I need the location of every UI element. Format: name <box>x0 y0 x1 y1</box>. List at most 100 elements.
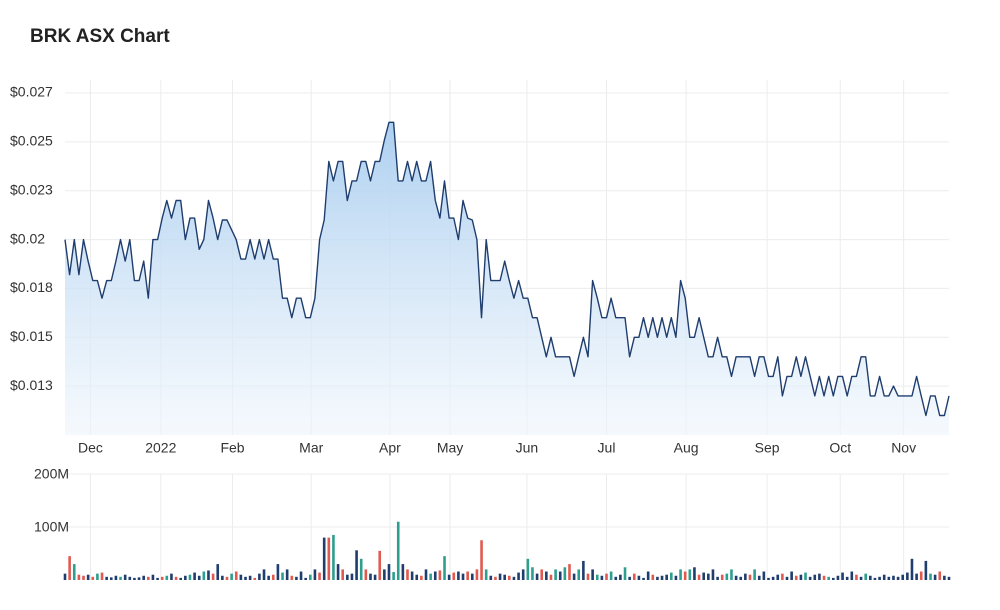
volume-bar <box>841 572 844 580</box>
chart-title: BRK ASX Chart <box>30 26 170 47</box>
volume-bar <box>711 569 715 580</box>
volume-bar <box>545 571 548 580</box>
volume-bar <box>563 567 567 580</box>
volume-bar <box>707 573 710 580</box>
volume-bar <box>757 575 761 580</box>
volume-bar <box>896 576 900 580</box>
volume-bar <box>160 576 164 580</box>
y-tick-label: $0.018 <box>10 279 53 295</box>
volume-bar <box>873 577 877 580</box>
y-tick-label: $0.027 <box>10 84 53 100</box>
volume-bar <box>383 569 386 580</box>
volume-bar <box>767 577 770 580</box>
volume-bar <box>947 576 951 580</box>
volume-bar <box>646 571 650 580</box>
volume-bar <box>642 577 645 580</box>
volume-bar <box>82 575 85 580</box>
volume-bar <box>929 573 932 580</box>
volume-bar <box>785 576 789 580</box>
volume-bar <box>716 576 719 580</box>
volume-bar <box>369 573 372 580</box>
x-tick-label: Dec <box>78 440 103 456</box>
volume-bar <box>466 571 469 580</box>
volume-bar <box>864 573 867 580</box>
x-tick-label: 2022 <box>145 440 176 456</box>
volume-bar <box>943 575 946 580</box>
volume-bar <box>494 576 497 580</box>
volume-bar <box>133 577 136 580</box>
volume-bar <box>410 571 414 580</box>
volume-bar <box>225 576 229 580</box>
volume-bar <box>489 575 493 580</box>
volume-bar <box>753 569 756 580</box>
volume-bar <box>794 575 798 580</box>
volume-bar <box>308 574 312 580</box>
volume-bar <box>475 569 479 580</box>
volume-bar <box>831 577 835 580</box>
volume-bar <box>869 575 872 580</box>
volume-bar <box>614 576 618 580</box>
volume-bar <box>318 572 321 580</box>
volume-bar <box>484 569 488 580</box>
volume-bar <box>452 572 456 580</box>
volume-bar <box>420 575 423 580</box>
volume-bar <box>336 564 340 580</box>
volume-bar <box>443 556 446 580</box>
volume-bar <box>804 572 807 580</box>
volume-bar <box>720 574 724 580</box>
volume-bar <box>845 576 849 580</box>
volume-bar <box>535 573 539 580</box>
volume-bar <box>521 569 525 580</box>
volume-bar <box>137 577 141 580</box>
volume-bar <box>623 567 627 580</box>
volume-bar <box>86 574 90 580</box>
volume-bar <box>341 569 344 580</box>
volume-bar <box>433 571 437 580</box>
volume-bar <box>415 574 419 580</box>
volume-bar <box>924 560 928 580</box>
volume-bar <box>239 574 243 580</box>
volume-bar <box>114 575 118 580</box>
volume-bar <box>822 575 826 580</box>
volume-bar <box>285 569 289 580</box>
y-tick-label: $0.02 <box>10 230 45 246</box>
volume-bar <box>554 569 557 580</box>
x-tick-label: Oct <box>829 440 851 456</box>
volume-bar <box>72 564 76 580</box>
volume-bar <box>378 550 382 580</box>
volume-bar <box>109 577 113 580</box>
volume-bar <box>470 573 474 580</box>
volume-bar <box>595 574 599 580</box>
x-tick-label: Mar <box>299 440 323 456</box>
x-tick-label: May <box>437 440 463 456</box>
volume-bar <box>295 576 298 580</box>
volume-bar <box>531 567 534 580</box>
x-tick-label: Sep <box>755 440 780 456</box>
volume-bar <box>96 573 99 580</box>
x-tick-label: Nov <box>891 440 916 456</box>
volume-bar <box>77 574 81 580</box>
volume-bar <box>244 576 247 580</box>
x-tick-label: Feb <box>220 440 244 456</box>
volume-bar <box>919 571 923 580</box>
volume-bar <box>586 573 590 580</box>
y-tick-label: $0.023 <box>10 181 53 197</box>
volume-bar <box>438 570 442 580</box>
volume-bar <box>396 521 400 580</box>
volume-bar <box>447 574 451 580</box>
volume-bar <box>304 577 307 580</box>
volume-bar <box>156 577 159 580</box>
volume-bar <box>424 569 428 580</box>
volume-bar <box>688 569 692 580</box>
volume-bar <box>91 576 95 580</box>
volume-bar <box>882 574 886 580</box>
volume-bar <box>887 576 891 580</box>
volume-bar <box>267 575 270 580</box>
y-tick-label: $0.013 <box>10 377 53 393</box>
volume-bar <box>781 573 784 580</box>
x-tick-label: Jul <box>598 440 616 456</box>
volume-bar <box>656 576 659 580</box>
volume-bar <box>628 576 631 580</box>
volume-bar <box>744 573 747 580</box>
volume-bar <box>679 569 682 580</box>
